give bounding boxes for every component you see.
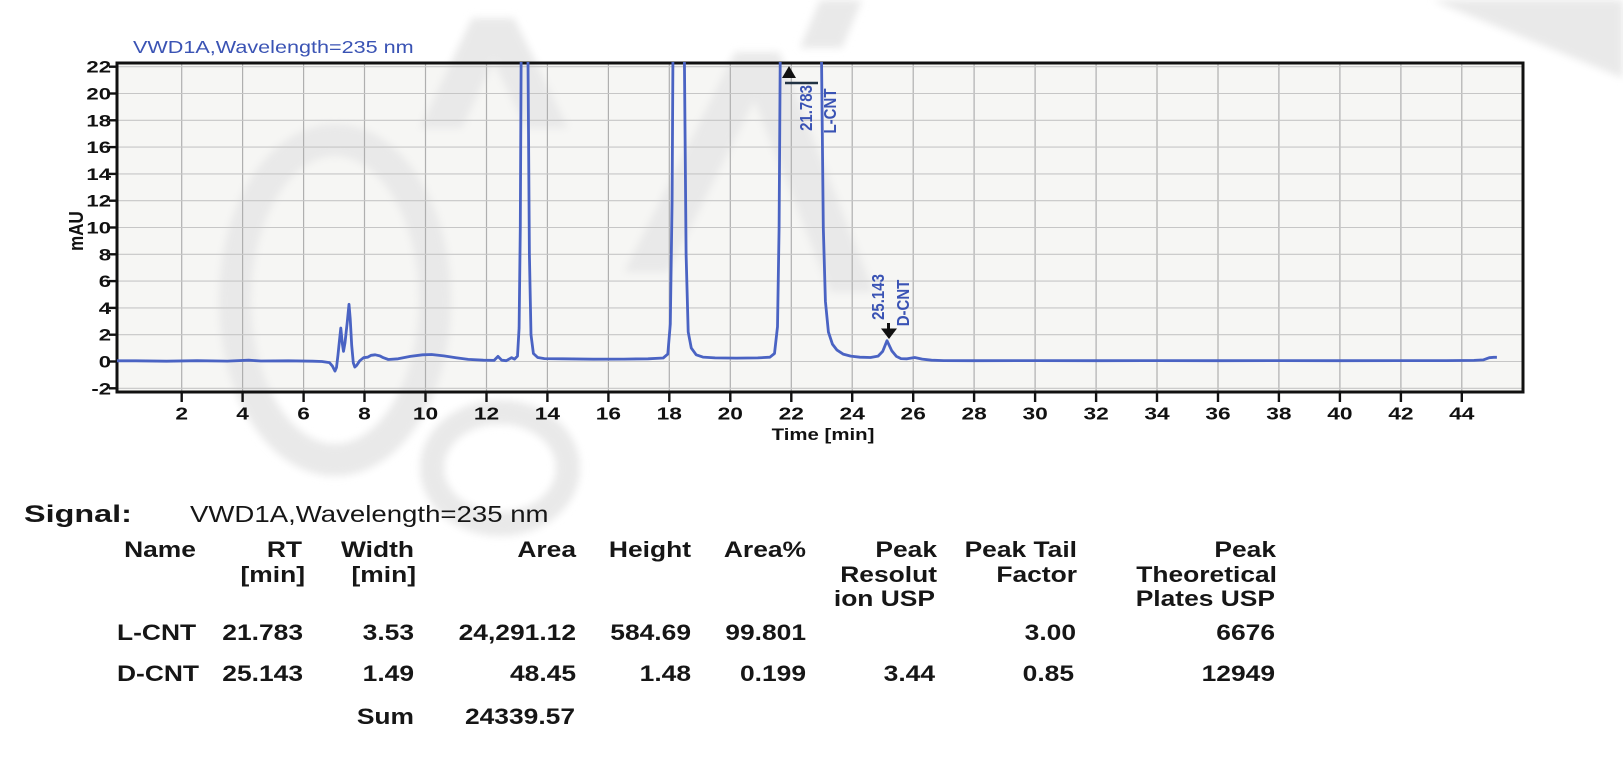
svg-text:18: 18 [657, 405, 682, 424]
svg-text:Name: Name [124, 538, 196, 562]
svg-text:2: 2 [175, 405, 188, 424]
svg-text:1.49: 1.49 [363, 662, 414, 686]
svg-text:VWD1A,Wavelength=235 nm: VWD1A,Wavelength=235 nm [133, 38, 414, 58]
svg-text:4: 4 [236, 405, 249, 424]
svg-text:48.45: 48.45 [510, 662, 576, 686]
svg-text:24: 24 [840, 405, 866, 424]
svg-text:24,291.12: 24,291.12 [459, 621, 576, 645]
svg-text:-2: -2 [91, 380, 111, 399]
svg-text:30: 30 [1022, 405, 1047, 424]
svg-text:36: 36 [1205, 405, 1230, 424]
svg-text:Plates USP: Plates USP [1136, 587, 1275, 611]
svg-text:Theoretical: Theoretical [1136, 563, 1277, 587]
svg-text:99.801: 99.801 [725, 621, 806, 645]
svg-text:28: 28 [961, 405, 986, 424]
svg-text:Resolut: Resolut [840, 563, 937, 587]
svg-text:mAU: mAU [65, 211, 88, 251]
svg-text:584.69: 584.69 [610, 621, 691, 645]
svg-text:12949: 12949 [1202, 662, 1275, 686]
svg-text:3.53: 3.53 [363, 621, 414, 645]
svg-text:Peak Tail: Peak Tail [965, 538, 1077, 562]
svg-text:3.00: 3.00 [1025, 621, 1076, 645]
svg-text:0.85: 0.85 [1023, 662, 1074, 686]
svg-text:16: 16 [596, 405, 621, 424]
svg-text:Area: Area [517, 538, 576, 562]
svg-text:32: 32 [1083, 405, 1108, 424]
svg-text:Peak: Peak [1214, 538, 1276, 562]
svg-text:4: 4 [99, 299, 111, 318]
svg-text:2: 2 [99, 326, 111, 345]
svg-text:38: 38 [1266, 405, 1291, 424]
svg-text:[min]: [min] [352, 563, 416, 587]
svg-text:10: 10 [86, 219, 111, 238]
svg-text:Sum: Sum [357, 705, 414, 729]
svg-text:22: 22 [86, 58, 111, 77]
svg-text:24339.57: 24339.57 [465, 705, 575, 729]
svg-text:25.143: 25.143 [868, 274, 889, 320]
svg-text:12: 12 [86, 192, 111, 211]
svg-text:16: 16 [86, 138, 111, 157]
svg-text:Height: Height [609, 538, 691, 562]
svg-text:40: 40 [1327, 405, 1352, 424]
svg-text:VWD1A,Wavelength=235 nm: VWD1A,Wavelength=235 nm [190, 502, 549, 527]
svg-text:20: 20 [86, 85, 111, 104]
svg-text:8: 8 [99, 246, 111, 265]
svg-text:42: 42 [1388, 405, 1413, 424]
svg-text:18: 18 [86, 112, 111, 131]
svg-text:Time [min]: Time [min] [772, 425, 875, 444]
svg-text:3.44: 3.44 [884, 662, 936, 686]
svg-text:Factor: Factor [996, 563, 1077, 587]
svg-text:8: 8 [358, 405, 371, 424]
svg-text:1.48: 1.48 [640, 662, 691, 686]
svg-text:6: 6 [99, 272, 111, 291]
svg-text:Peak: Peak [875, 538, 937, 562]
svg-text:44: 44 [1449, 405, 1475, 424]
svg-text:L-CNT: L-CNT [117, 621, 196, 645]
svg-text:34: 34 [1144, 405, 1170, 424]
svg-text:D-CNT: D-CNT [117, 662, 199, 686]
svg-text:Width: Width [341, 538, 414, 562]
svg-text:RT: RT [267, 538, 302, 562]
svg-text:ion USP: ion USP [834, 587, 935, 611]
svg-text:0: 0 [99, 353, 111, 372]
svg-text:10: 10 [413, 405, 438, 424]
svg-text:Area%: Area% [724, 538, 806, 562]
svg-text:25.143: 25.143 [222, 662, 303, 686]
svg-text:6: 6 [297, 405, 310, 424]
svg-text:Signal:: Signal: [24, 501, 132, 528]
svg-text:D-CNT: D-CNT [893, 280, 914, 327]
svg-text:22: 22 [779, 405, 804, 424]
svg-text:0.199: 0.199 [740, 662, 806, 686]
svg-text:21.783: 21.783 [796, 85, 817, 131]
svg-text:12: 12 [474, 405, 499, 424]
svg-text:26: 26 [901, 405, 926, 424]
svg-text:6676: 6676 [1216, 621, 1275, 645]
svg-text:21.783: 21.783 [222, 621, 303, 645]
svg-text:L-CNT: L-CNT [820, 89, 841, 134]
svg-text:14: 14 [86, 165, 111, 184]
svg-text:20: 20 [718, 405, 743, 424]
svg-text:[min]: [min] [241, 563, 305, 587]
svg-text:14: 14 [535, 405, 561, 424]
